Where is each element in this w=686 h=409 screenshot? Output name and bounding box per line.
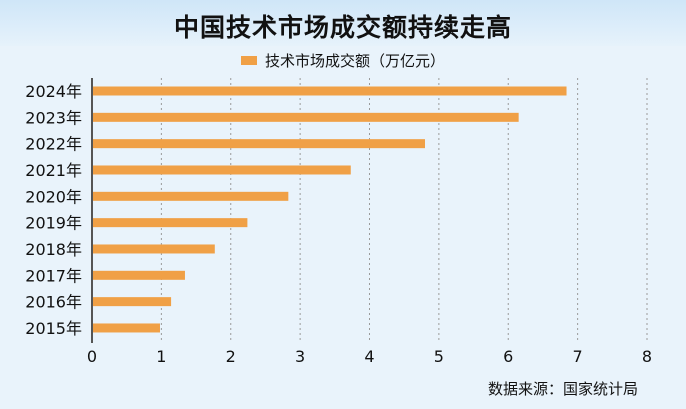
x-tick-label: 8	[642, 347, 652, 366]
x-tick-label: 6	[503, 347, 513, 366]
category-label: 2018年	[25, 240, 82, 259]
category-label: 2016年	[25, 293, 82, 312]
bar	[93, 165, 351, 174]
x-tick-label: 5	[434, 347, 444, 366]
x-tick-label: 7	[573, 347, 583, 366]
category-label: 2019年	[25, 214, 82, 233]
x-tick-label: 0	[87, 347, 97, 366]
bar	[93, 139, 425, 148]
bar	[93, 87, 567, 96]
category-label: 2020年	[25, 187, 82, 206]
bar	[93, 244, 215, 253]
bar	[93, 192, 288, 201]
bar	[93, 218, 247, 227]
x-tick-label: 2	[226, 347, 236, 366]
bar	[93, 297, 171, 306]
bar	[93, 271, 185, 280]
category-label: 2017年	[25, 266, 82, 285]
bar-chart: 2024年 2023年 2022年 2021年 2020年 2019年 2018年 2017年…	[0, 0, 686, 409]
category-label: 2015年	[25, 319, 82, 338]
category-label: 2024年	[25, 82, 82, 101]
bar	[93, 323, 160, 332]
category-label: 2022年	[25, 135, 82, 154]
source-note: 数据来源：国家统计局	[488, 378, 638, 399]
x-tick-label: 3	[295, 347, 305, 366]
x-tick-label: 4	[364, 347, 374, 366]
x-tick-label: 1	[156, 347, 166, 366]
category-label: 2021年	[25, 161, 82, 180]
bar	[93, 113, 519, 122]
category-label: 2023年	[25, 108, 82, 127]
